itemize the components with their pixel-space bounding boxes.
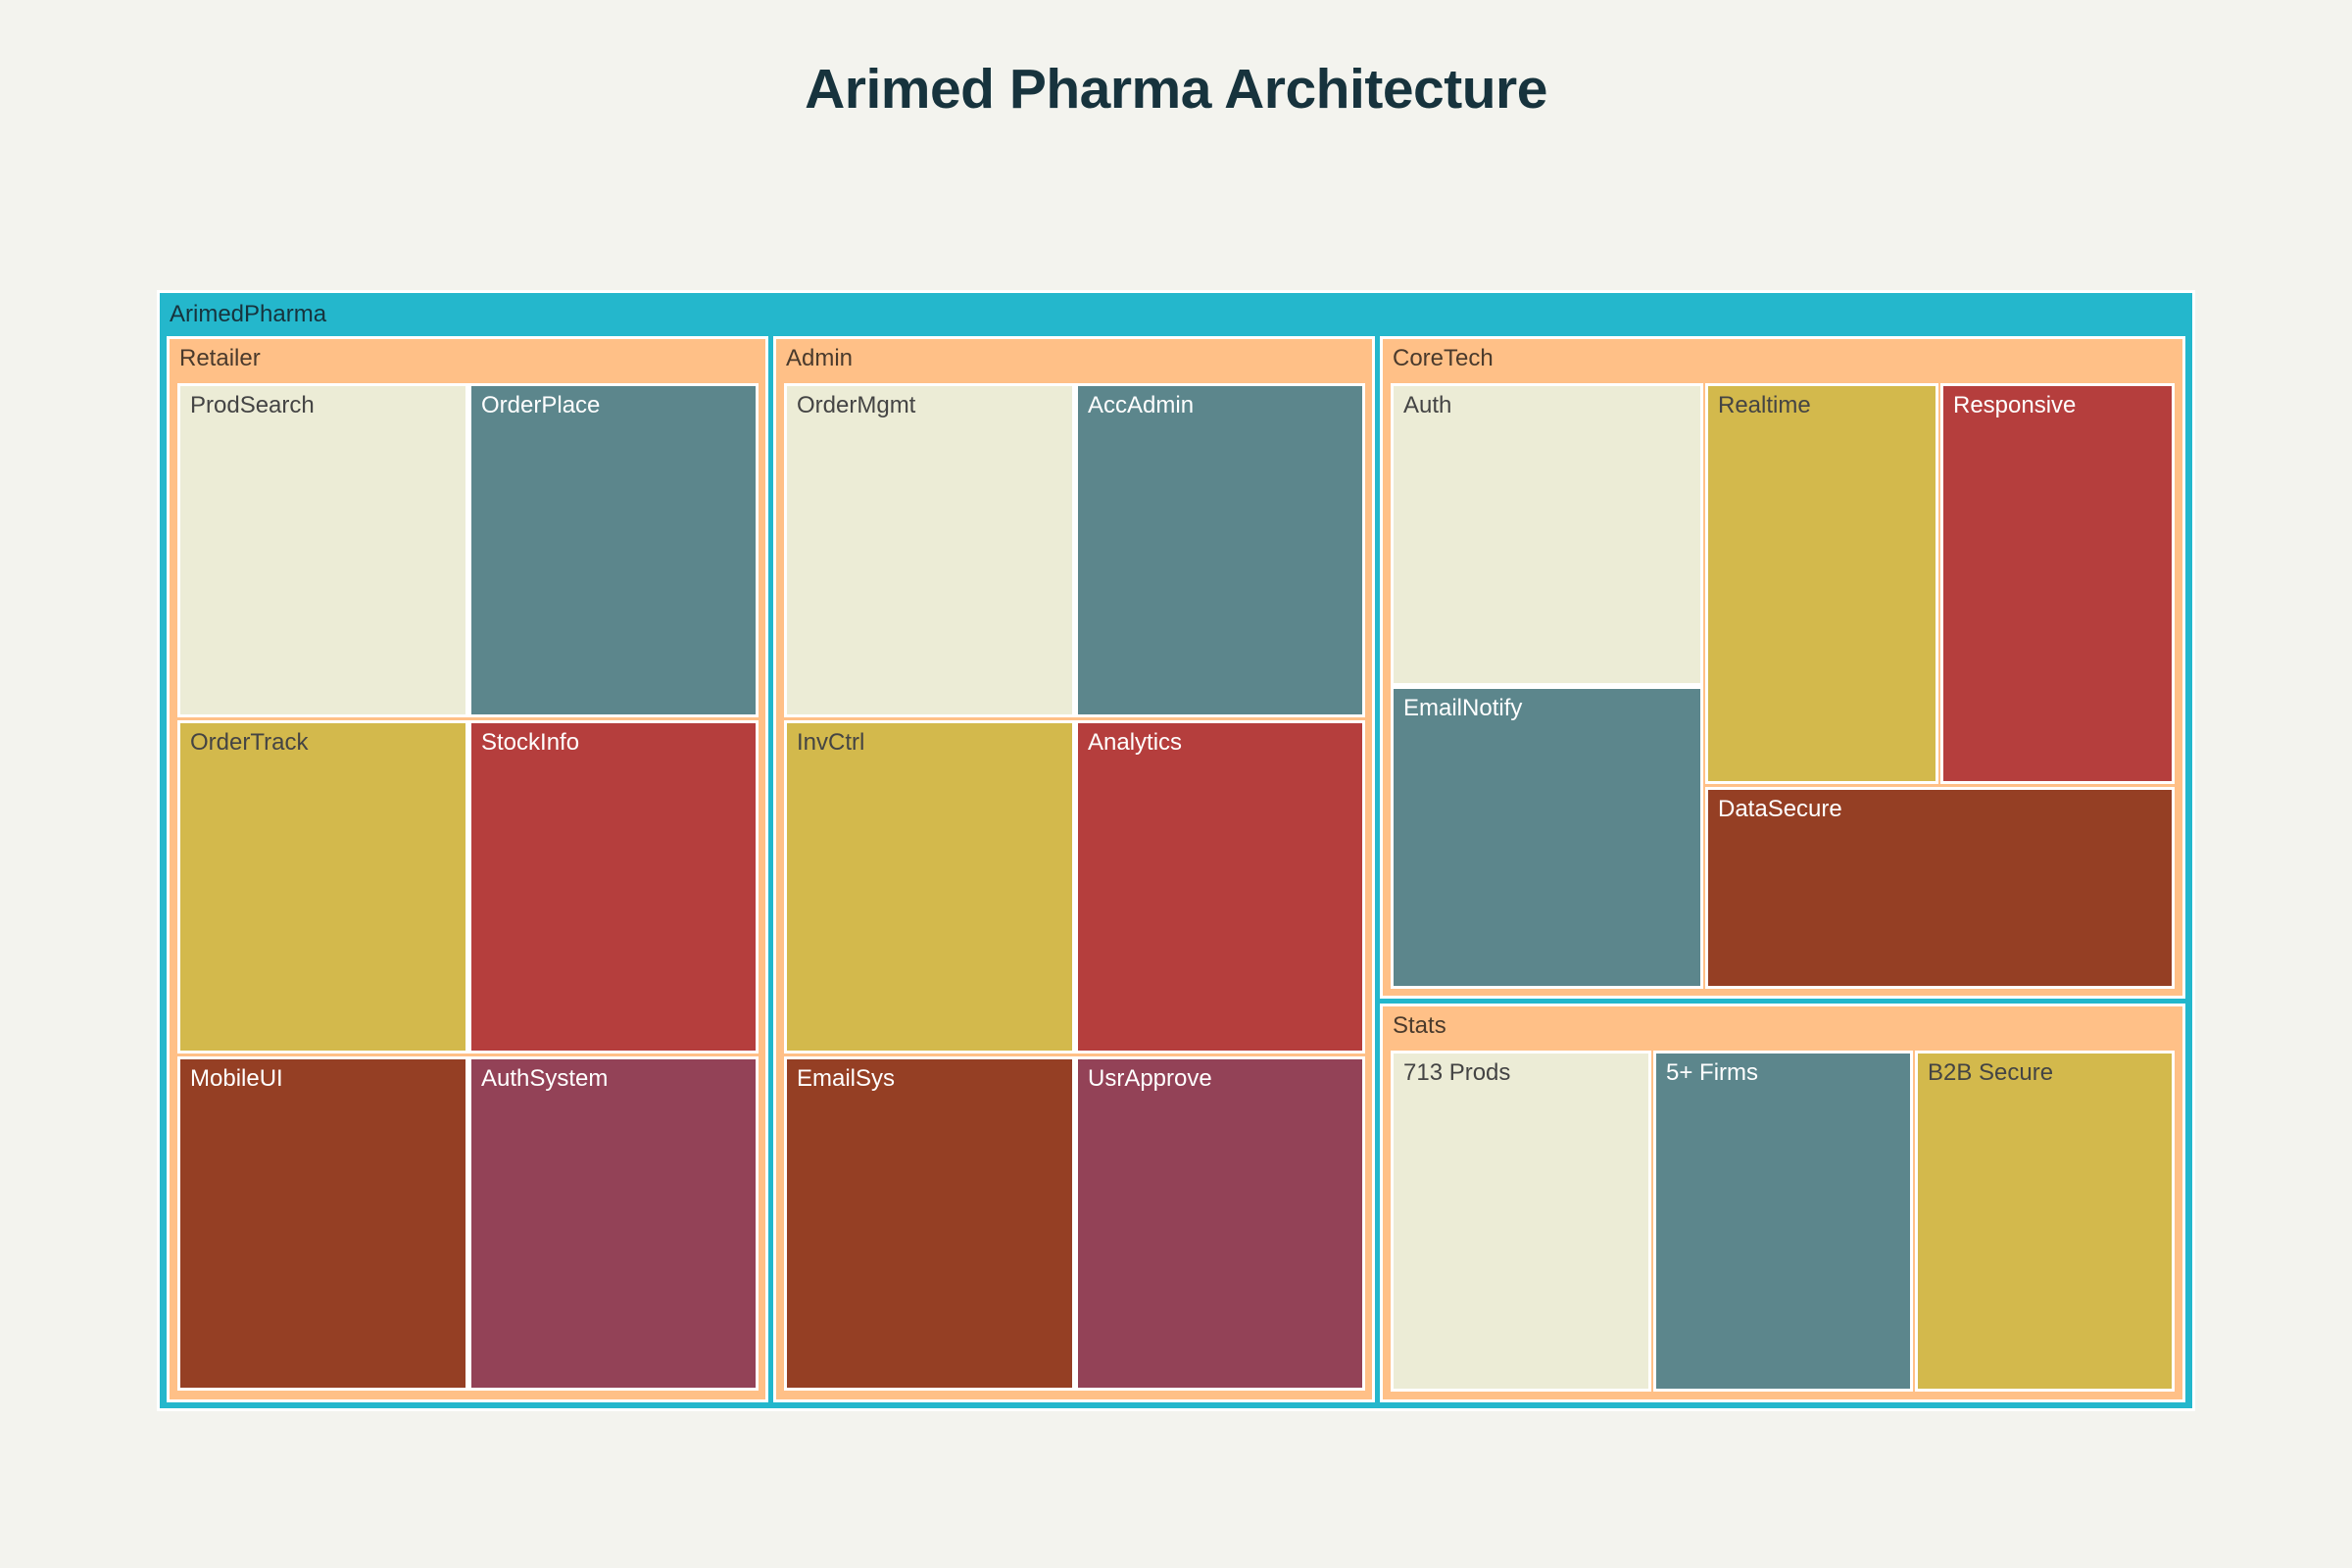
leaf-stockinfo-label: StockInfo [481,729,580,756]
leaf-invctrl[interactable]: InvCtrl [784,720,1075,1054]
leaf-mobileui-label: MobileUI [190,1065,283,1092]
leaf-713-prods[interactable]: 713 Prods [1391,1051,1651,1392]
leaf-realtime[interactable]: Realtime [1705,383,1938,784]
leaf-realtime-label: Realtime [1718,392,1811,418]
leaf-authsystem-label: AuthSystem [481,1065,609,1092]
leaf-ordermgmt[interactable]: OrderMgmt [784,383,1075,717]
chart-title: Arimed Pharma Architecture [805,58,1547,121]
leaf-analytics[interactable]: Analytics [1075,720,1365,1054]
leaf-5-firms[interactable]: 5+ Firms [1653,1051,1913,1392]
group-stats-label: Stats [1393,1012,1446,1039]
leaf-auth[interactable]: Auth [1391,383,1703,686]
leaf-mobileui[interactable]: MobileUI [177,1056,468,1391]
leaf-auth-label: Auth [1403,392,1452,418]
leaf-b2b-secure[interactable]: B2B Secure [1915,1051,2175,1392]
leaf-ordermgmt-label: OrderMgmt [797,392,916,418]
leaf-emailsys-label: EmailSys [797,1065,896,1092]
leaf-713-prods-label: 713 Prods [1403,1059,1511,1086]
leaf-ordertrack-label: OrderTrack [190,729,309,756]
leaf-responsive[interactable]: Responsive [1940,383,2175,784]
leaf-datasecure-label: DataSecure [1718,796,1842,822]
group-coretech-label: CoreTech [1393,345,1494,371]
leaf-orderplace-label: OrderPlace [481,392,601,418]
leaf-emailsys[interactable]: EmailSys [784,1056,1075,1391]
leaf-usrapprove-label: UsrApprove [1088,1065,1212,1092]
leaf-emailnotify-label: EmailNotify [1403,695,1523,721]
leaf-ordertrack[interactable]: OrderTrack [177,720,468,1054]
leaf-accadmin-label: AccAdmin [1088,392,1195,418]
leaf-emailnotify[interactable]: EmailNotify [1391,686,1703,989]
leaf-prodsearch-label: ProdSearch [190,392,315,418]
leaf-responsive-label: Responsive [1953,392,2077,418]
group-admin-label: Admin [786,345,854,371]
leaf-5-firms-label: 5+ Firms [1666,1059,1759,1086]
leaf-datasecure[interactable]: DataSecure [1705,787,2175,989]
leaf-prodsearch[interactable]: ProdSearch [177,383,468,717]
leaf-usrapprove[interactable]: UsrApprove [1075,1056,1365,1391]
treemap-root-label: ArimedPharma [170,301,327,327]
leaf-b2b-secure-label: B2B Secure [1928,1059,2054,1086]
leaf-orderplace[interactable]: OrderPlace [468,383,759,717]
leaf-invctrl-label: InvCtrl [797,729,865,756]
leaf-analytics-label: Analytics [1088,729,1183,756]
leaf-authsystem[interactable]: AuthSystem [468,1056,759,1391]
leaf-accadmin[interactable]: AccAdmin [1075,383,1365,717]
leaf-stockinfo[interactable]: StockInfo [468,720,759,1054]
group-retailer-label: Retailer [179,345,261,371]
